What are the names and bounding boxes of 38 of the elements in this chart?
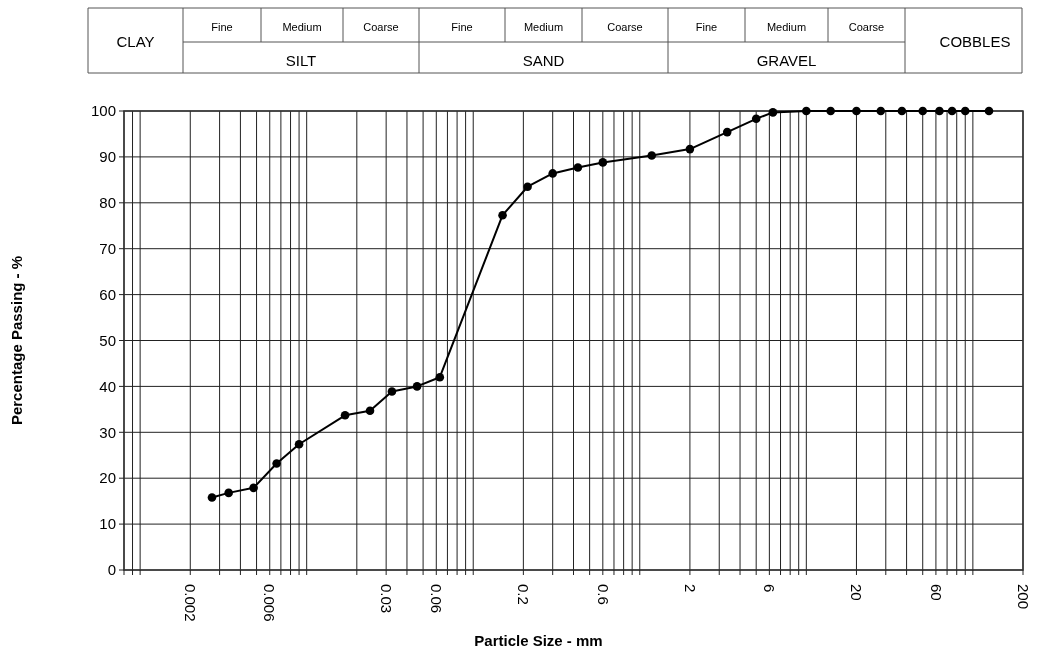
text: Fine [695,21,718,33]
text: Medium [282,21,322,33]
x-tick-label: 0.006 [261,584,279,622]
x-tick-label: 20 [848,584,866,601]
y-tick-label: 40 [99,377,116,395]
y-tick-label: 20 [99,469,116,487]
x-tick-label: 200 [1014,584,1032,610]
text: Coarse [363,21,399,33]
x-tick-label: 0.2 [515,584,533,605]
x-tick-label: 6 [761,584,779,593]
x-tick-label: 60 [927,584,945,601]
text: CLAY [116,32,155,50]
y-tick-label: 10 [99,515,116,533]
y-tick-label: 70 [99,239,116,257]
text: SAND [522,52,565,69]
y-axis-title: Percentage Passing - % [8,255,25,426]
text: Coarse [848,21,885,33]
text: Medium [766,21,807,33]
text: GRAVEL [756,52,817,69]
y-tick-label: 90 [99,148,116,166]
x-tick-label: 0.03 [377,584,395,614]
text: COBBLES [939,32,1011,50]
text: SILT [285,52,317,69]
x-tick-label: 0.6 [594,584,612,605]
y-tick-label: 50 [99,331,116,349]
x-axis-title: Particle Size - mm [474,632,603,649]
y-tick-label: 80 [99,194,116,212]
x-tick-label: 0.06 [428,584,446,614]
x-tick-label: 2 [681,584,699,593]
text: Coarse [607,21,643,33]
y-tick-label: 60 [99,285,116,303]
text: Fine [211,21,233,33]
y-tick-label: 0 [107,561,116,579]
text: Medium [523,21,564,33]
text: Fine [451,21,473,33]
x-tick-label: 0.002 [182,584,200,622]
y-tick-label: 30 [99,423,116,441]
y-tick-label: 100 [90,102,116,120]
